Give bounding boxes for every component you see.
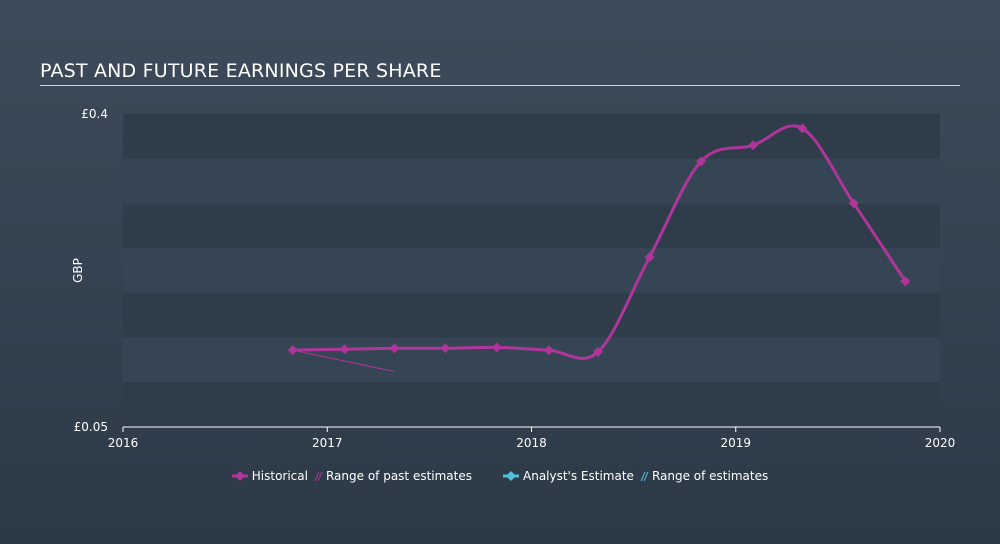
historical-point [696,156,707,167]
y-axis-label: GBP [71,258,85,283]
legend-estimate-label: Analyst's Estimate [523,469,634,483]
historical-point [797,123,808,134]
historical-point [287,345,298,356]
x-tick-label: 2019 [720,436,751,450]
grid-band [123,203,940,249]
legend-estimate-range[interactable]: Range of estimates [640,469,768,483]
legend-past-range-icon [314,471,323,482]
historical-point [339,344,350,355]
legend-estimate-icon [503,471,519,481]
axes: 2016 2017 2018 2019 2020 £0.05 £0.4 GBP [71,107,955,450]
legend-estimate-range-label: Range of estimates [651,469,769,483]
x-tick-label: 2020 [925,436,956,450]
grid-band [123,114,940,159]
historical-point [900,276,911,287]
legend-estimate[interactable]: Analyst's Estimate [503,469,634,483]
y-tick-label: £0.05 [74,420,108,434]
historical-point [389,343,400,354]
chart-title: PAST AND FUTURE EARNINGS PER SHARE [40,60,442,82]
grid-band [123,292,940,338]
legend-past-range-label: Range of past estimates [325,469,472,483]
grid-band [123,158,940,204]
grid-band [123,248,940,293]
title-divider [40,85,960,86]
x-tick-label: 2017 [312,436,343,450]
x-tick-label: 2016 [108,436,139,450]
series-layer [287,123,911,373]
grid-band [123,337,940,383]
legend-past-range[interactable]: Range of past estimates [314,469,472,483]
legend-historical[interactable]: Historical [231,469,308,483]
legend-estimate-range-icon [640,471,649,482]
grid-bands [123,114,940,427]
historical-point [491,342,502,353]
grid-band [123,382,940,427]
historical-point [543,345,554,356]
legend-historical-label: Historical [251,469,308,483]
historical-point [593,346,604,357]
historical-point [848,198,859,209]
y-tick-label: £0.4 [81,107,108,121]
historical-point [440,343,451,354]
legend-historical-icon [231,471,248,481]
legend: Historical Range of past estimates Analy… [0,469,1000,483]
x-tick-label: 2018 [516,436,547,450]
historical-point [748,140,759,151]
past-estimate-range-line [292,349,395,373]
